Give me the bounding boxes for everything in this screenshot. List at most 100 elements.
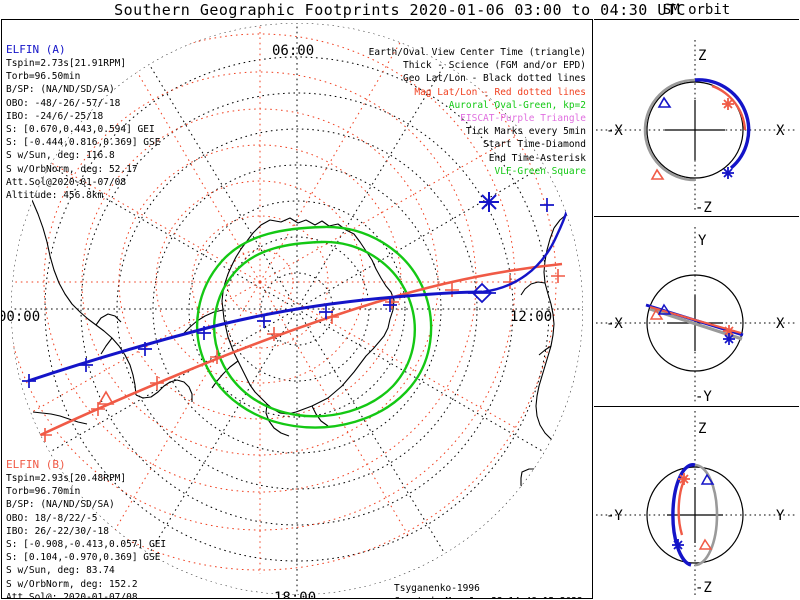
sm-yz-orbit-grey bbox=[694, 463, 719, 567]
elfin-a-line-0: Tspin=2.73s[21.91RPM] bbox=[6, 58, 127, 69]
sm-xz-label-z: Z bbox=[698, 48, 706, 64]
sm-xz-label-x: X bbox=[776, 123, 785, 139]
elfin-b-line-6: S: [0.104,-0.970,0.369] GSE bbox=[6, 552, 161, 564]
sm-orbit-panel-xy: Y -Y -X X bbox=[594, 216, 799, 406]
elfin-b-line-0: Tspin=2.93s[20.48RPM] bbox=[6, 473, 127, 484]
legend-item-6: Tick Marks every 5min bbox=[465, 126, 586, 138]
sm-yz-earth-circle bbox=[646, 466, 744, 564]
mlt-label-1800: 18:00 bbox=[274, 590, 317, 599]
legend-item-8: End Time-Asterisk bbox=[488, 152, 586, 164]
sm-xz-marker-asterisk-a bbox=[722, 167, 734, 179]
sm-xy-marker-asterisk-a bbox=[723, 333, 735, 345]
auroral-oval-outer bbox=[195, 225, 433, 429]
elfin-b-line-8: S w/OrbNorm, deg: 152.2 bbox=[6, 578, 138, 590]
sm-xz-earth-circle bbox=[646, 81, 744, 179]
coastline-south-america bbox=[11, 174, 193, 425]
elfin-a-line-6: S: [-0.444,0.816,0.369] GSE bbox=[6, 137, 161, 149]
elfin-b-title: ELFIN (B) bbox=[6, 458, 66, 471]
sm-xy-marker-triangle-a bbox=[657, 303, 672, 315]
elfin-a-line-5: S: [0.670,0.443,0.594] GEI bbox=[6, 124, 155, 136]
sm-xz-marker-triangle-b bbox=[650, 168, 665, 180]
elfin-a-end-asterisk bbox=[479, 192, 499, 212]
sm-xy-earth-circle bbox=[646, 274, 744, 372]
mlt-label-0000: 00:00 bbox=[1, 309, 41, 325]
elfin-b-line-4: IBO: 26/-22/30/-18 bbox=[6, 525, 109, 537]
sm-xy-label-x: X bbox=[776, 316, 785, 332]
geo-lon-rays bbox=[11, 23, 583, 595]
elfin-b-line-9: Att.Sol@: 2020-01-07/08 bbox=[6, 591, 138, 599]
elfin-a-line-3: OBO: -48/-26/-57/-18 bbox=[6, 97, 121, 109]
elfin-a-info-block: ELFIN (A) Tspin=2.73s[21.91RPM] Torb=96.… bbox=[6, 42, 160, 202]
sm-yz-crosshair bbox=[667, 487, 723, 543]
elfin-b-info-block: ELFIN (B) Tspin=2.93s[20.48RPM] Torb=96.… bbox=[6, 457, 167, 599]
legend: Earth/Oval View Center Time (triangle) T… bbox=[369, 46, 586, 178]
sm-xz-crosshair bbox=[665, 100, 725, 160]
legend-item-1: Thick - Science (FGM and/or EPD) bbox=[402, 60, 586, 72]
sm-yz-marker-asterisk-a bbox=[672, 539, 684, 551]
elfin-a-line-10: Altitude: 456.8km bbox=[6, 190, 104, 202]
footer-block: Tsyganenko-1996 Created: Mon Jan 23 14:4… bbox=[394, 582, 583, 598]
elfin-b-center-triangle bbox=[97, 390, 115, 405]
model-label: Tsyganenko-1996 bbox=[394, 583, 480, 594]
created-label: Created: Mon Jan 23 14:48:15 2023 bbox=[394, 595, 583, 598]
sm-orbit-panel-xz: Z -Z -X X bbox=[594, 19, 799, 216]
legend-item-4: Auroral Oval-Green, kp=2 bbox=[448, 99, 586, 111]
sm-xy-axes-dotted bbox=[596, 227, 797, 403]
elfin-a-line-9: Att.Sol@2020-01-07/08 bbox=[6, 176, 127, 188]
mlt-label-0600: 06:00 bbox=[272, 43, 315, 59]
sm-xz-orbit-grey bbox=[643, 78, 696, 182]
map-panel: 00:00 06:00 12:00 18:00 ELFIN (A) Tspin=… bbox=[1, 19, 593, 599]
sm-xy-label-neg-y: -Y bbox=[695, 389, 712, 405]
sm-orbit-title: SM orbit bbox=[662, 2, 731, 18]
sm-xz-orbit-elfin-a bbox=[694, 78, 751, 170]
mlt-label-1200: 12:00 bbox=[510, 309, 553, 325]
elfin-a-line-7: S w/Sun, deg: 116.8 bbox=[6, 150, 115, 162]
elfin-b-line-5: S: [-0.908,-0.413,0.057] GEI bbox=[6, 539, 167, 551]
sm-xz-orbit-elfin-b bbox=[711, 84, 747, 131]
sm-yz-marker-triangle-b bbox=[698, 538, 713, 550]
sm-yz-label-y: Y bbox=[776, 508, 785, 524]
elfin-a-start-diamond bbox=[468, 282, 496, 304]
legend-item-0: Earth/Oval View Center Time (triangle) bbox=[368, 47, 586, 58]
coastline-antarctica bbox=[183, 217, 395, 437]
sm-xy-label-neg-x: -X bbox=[606, 316, 623, 332]
legend-item-9: VLF-Green Square bbox=[494, 165, 586, 177]
sm-xz-label-neg-z: -Z bbox=[695, 200, 712, 216]
sm-xy-label-y: Y bbox=[698, 233, 707, 249]
polar-map-svg bbox=[11, 23, 583, 595]
legend-item-5: EISCAT-Purple Triangle bbox=[460, 113, 586, 125]
page-title: Southern Geographic Footprints 2020-01-0… bbox=[114, 1, 686, 19]
sm-xz-axes-dotted bbox=[596, 40, 797, 212]
sm-yz-label-neg-y: -Y bbox=[606, 508, 623, 524]
elfin-a-line-2: B/SP: (NA/ND/SD/SA) bbox=[6, 84, 115, 96]
elfin-a-line-1: Torb=96.50min bbox=[6, 71, 81, 83]
sm-yz-marker-asterisk-b bbox=[678, 473, 690, 485]
sm-yz-marker-triangle-a bbox=[700, 473, 715, 485]
legend-item-2: Geo Lat/Lon - Black dotted lines bbox=[402, 73, 586, 85]
sm-xz-marker-triangle-a bbox=[657, 96, 672, 108]
sm-yz-label-neg-z: -Z bbox=[695, 580, 712, 596]
elfin-a-line-4: IBO: -24/6/-25/18 bbox=[6, 110, 104, 122]
elfin-a-tick-marks bbox=[22, 198, 554, 388]
elfin-b-line-7: S w/Sun, deg: 83.74 bbox=[6, 565, 115, 577]
elfin-a-title: ELFIN (A) bbox=[6, 43, 66, 56]
legend-item-7: Start Time-Diamond bbox=[483, 139, 586, 151]
sm-xz-label-neg-x: -X bbox=[606, 123, 623, 139]
elfin-b-line-3: OBO: 18/-8/22/-5 bbox=[6, 512, 98, 524]
coastline-australia bbox=[520, 207, 583, 500]
sm-yz-label-z: Z bbox=[698, 421, 706, 437]
elfin-a-line-8: S w/OrbNorm, deg: 52.17 bbox=[6, 163, 138, 175]
elfin-b-line-2: B/SP: (NA/ND/SD/SA) bbox=[6, 499, 115, 511]
sm-yz-orbit-elfin-a bbox=[671, 463, 696, 567]
sm-yz-orbit-elfin-b bbox=[677, 476, 688, 536]
elfin-b-track bbox=[31, 262, 563, 441]
elfin-b-line-1: Torb=96.70min bbox=[6, 486, 81, 498]
sm-xy-marker-asterisk-b bbox=[723, 325, 735, 337]
sm-yz-axes-dotted bbox=[596, 411, 797, 597]
sm-orbit-panel-yz: Z -Z -Y Y bbox=[594, 406, 799, 599]
legend-item-3: Mag Lat/Lon - Red dotted lines bbox=[414, 86, 586, 98]
sm-orbit-column: SM orbit bbox=[594, 2, 799, 599]
auroral-oval-inner bbox=[213, 240, 416, 418]
sm-xz-marker-asterisk-b bbox=[722, 98, 734, 110]
